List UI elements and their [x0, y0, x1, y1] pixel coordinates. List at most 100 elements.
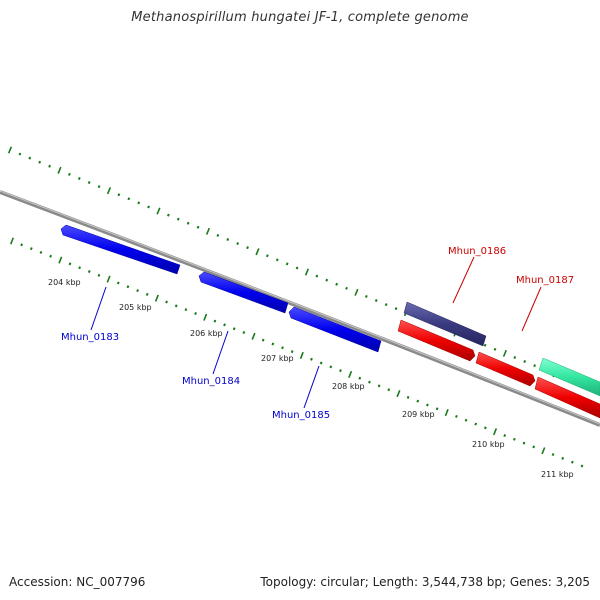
tick-mark-inner [39, 250, 43, 254]
tick-mark-inner [464, 418, 468, 422]
tick-mark-inner [106, 275, 111, 283]
tick-mark-inner [522, 441, 526, 445]
tick-mark-outer [7, 146, 13, 154]
tick-mark-inner [406, 395, 410, 399]
tick-mark-outer [38, 160, 42, 164]
kbp-label-207: 207 kbp [261, 354, 294, 363]
tick-mark-outer [246, 246, 249, 250]
tick-mark-inner [435, 407, 439, 411]
tick-mark-outer [186, 221, 190, 225]
genome-backbone-highlight [0, 190, 600, 425]
tick-mark-outer [354, 288, 359, 296]
map-title: Methanospirillum hungatei JF-1, complete… [131, 10, 469, 25]
gene-label-mhun-0187[interactable]: Mhun_0187 [516, 275, 574, 286]
tick-mark-inner [513, 437, 516, 441]
tick-mark-inner [396, 389, 401, 398]
tick-mark-inner [493, 428, 498, 436]
tick-mark-outer [147, 205, 150, 209]
tick-mark-outer [106, 187, 112, 195]
tick-mark-inner [551, 453, 555, 457]
tick-mark-outer [384, 303, 388, 307]
tick-mark-outer [226, 238, 230, 241]
tick-mark-inner [387, 388, 391, 392]
tick-mark-inner [223, 323, 226, 327]
tick-mark-outer [345, 286, 348, 290]
genome-backbone [0, 190, 600, 427]
tick-mark-inner [348, 370, 353, 379]
tick-mark-inner [97, 273, 101, 277]
tick-mark-inner [377, 384, 381, 388]
tick-mark-outer [205, 227, 211, 235]
gene-label-mhun-0185[interactable]: Mhun_0185 [272, 410, 330, 421]
gene-mhun-0185[interactable] [288, 306, 382, 353]
kbp-label-209: 209 kbp [402, 410, 435, 419]
tick-mark-outer [117, 193, 121, 197]
tick-mark-outer [57, 166, 62, 174]
tick-mark-outer [315, 274, 319, 278]
tick-mark-inner [136, 289, 139, 293]
tick-mark-inner [194, 311, 197, 315]
tick-mark-inner [203, 313, 208, 321]
tick-mark-inner [271, 342, 275, 346]
tick-mark-inner [126, 285, 130, 289]
tick-mark-inner [78, 266, 81, 270]
leader-line-mhun-0187 [521, 286, 542, 332]
gene-mhun-0187-a[interactable] [397, 319, 476, 362]
gene-red-partial[interactable] [534, 376, 600, 419]
tick-mark-outer [285, 262, 289, 266]
tick-mark-outer [18, 152, 22, 156]
tick-mark-inner [87, 270, 91, 273]
tick-mark-outer [68, 172, 71, 176]
kbp-label-208: 208 kbp [332, 382, 365, 391]
tick-mark-inner [251, 332, 256, 340]
leader-line-mhun-0183 [90, 286, 107, 331]
tick-mark-inner [174, 304, 178, 308]
kbp-label-205: 205 kbp [119, 303, 152, 312]
tick-mark-outer [275, 258, 279, 262]
gene-mhun-0184[interactable] [198, 271, 289, 314]
tick-mark-outer [87, 181, 91, 185]
tick-mark-outer [295, 266, 299, 270]
tick-mark-outer [196, 225, 200, 229]
gene-label-mhun-0184[interactable]: Mhun_0184 [182, 376, 240, 387]
tick-mark-inner [426, 403, 429, 407]
tick-mark-inner [29, 247, 33, 251]
gene-label-mhun-0183[interactable]: Mhun_0183 [61, 332, 119, 343]
gene-green-partial[interactable] [538, 357, 600, 397]
tick-mark-inner [299, 351, 304, 359]
gene-mhun-0183[interactable] [60, 224, 181, 275]
tick-mark-inner [339, 369, 342, 373]
tick-mark-inner [213, 319, 217, 323]
tick-mark-outer [513, 355, 517, 359]
tick-mark-inner [261, 338, 265, 342]
tick-mark-outer [265, 254, 269, 258]
tick-mark-inner [242, 331, 246, 335]
gene-mhun-0186[interactable] [403, 301, 487, 347]
tick-mark-outer [483, 343, 487, 347]
genome-summary-text: Topology: circular; Length: 3,544,738 bp… [260, 575, 590, 589]
tick-mark-outer [216, 233, 220, 237]
tick-mark-outer [77, 176, 81, 180]
tick-mark-inner [232, 327, 236, 331]
tick-mark-inner [319, 361, 323, 365]
tick-mark-inner [532, 445, 536, 449]
tick-mark-inner [290, 350, 294, 354]
leader-line-mhun-0186 [452, 256, 475, 304]
tick-mark-inner [416, 399, 420, 403]
tick-marks-inner [9, 237, 584, 468]
kbp-label-206: 206 kbp [190, 329, 223, 338]
tick-mark-inner [358, 376, 362, 380]
tick-mark-outer [127, 197, 131, 201]
gene-label-mhun-0186[interactable]: Mhun_0186 [448, 246, 506, 257]
kbp-label-211: 211 kbp [541, 470, 574, 479]
tick-mark-inner [484, 426, 487, 430]
tick-mark-inner [561, 456, 565, 460]
tick-mark-outer [156, 207, 161, 215]
tick-mark-outer [48, 164, 51, 168]
tick-mark-inner [9, 237, 15, 245]
tick-mark-inner [116, 281, 120, 285]
tick-mark-inner [503, 434, 507, 437]
gene-mhun-0187-b[interactable] [475, 351, 536, 387]
leader-line-mhun-0184 [212, 330, 229, 375]
